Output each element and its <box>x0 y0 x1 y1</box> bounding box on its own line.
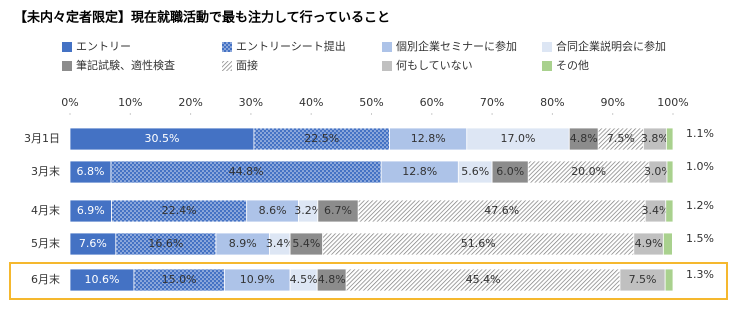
value-label: 5.6% <box>461 165 489 178</box>
legend-label: エントリーシート提出 <box>236 39 346 53</box>
value-label: 4.9% <box>635 237 663 250</box>
legend-swatch <box>62 61 72 71</box>
x-tick-label: 10% <box>118 96 142 109</box>
value-label: 4.8% <box>318 273 346 286</box>
value-label: 7.6% <box>79 237 107 250</box>
legend-label: 何もしていない <box>396 59 473 72</box>
x-tick-label: 50% <box>359 96 383 109</box>
value-label: 5.4% <box>292 237 320 250</box>
x-tick-label: 80% <box>540 96 564 109</box>
value-label: 20.0% <box>571 165 606 178</box>
value-label: 4.8% <box>570 132 598 145</box>
value-label: 1.5% <box>686 232 714 245</box>
value-label: 8.9% <box>229 237 257 250</box>
bar-segment <box>662 232 673 256</box>
y-tick-label: 4月末 <box>31 203 60 217</box>
chart-title: 【未内々定者限定】現在就職活動で最も注力して行っていること <box>14 10 390 26</box>
value-label: 1.1% <box>686 127 714 140</box>
legend-label: 筆記試験、適性検査 <box>76 58 175 72</box>
legend-swatch <box>222 42 232 52</box>
value-label: 3.4% <box>642 204 670 217</box>
value-label: 12.8% <box>402 165 437 178</box>
legend-label: 合同企業説明会に参加 <box>556 39 666 53</box>
value-label: 51.6% <box>461 237 496 250</box>
value-label: 12.8% <box>411 132 446 145</box>
value-label: 10.9% <box>240 273 275 286</box>
x-tick-label: 30% <box>239 96 263 109</box>
legend-label: エントリー <box>76 40 131 53</box>
x-tick-label: 70% <box>480 96 504 109</box>
legend-swatch <box>542 61 552 71</box>
x-tick-label: 40% <box>299 96 323 109</box>
y-tick-label: 5月末 <box>31 236 60 250</box>
value-label: 10.6% <box>84 273 119 286</box>
value-label: 3.2% <box>294 204 322 217</box>
value-label: 22.4% <box>162 204 197 217</box>
legend-label: その他 <box>556 59 589 72</box>
legend-label: 面接 <box>236 59 258 72</box>
bar-segment <box>664 268 674 292</box>
y-tick-label: 3月末 <box>31 164 60 178</box>
bar-segment <box>665 127 674 151</box>
x-tick-label: 0% <box>61 96 78 109</box>
value-label: 44.8% <box>229 165 264 178</box>
value-label: 22.5% <box>304 132 339 145</box>
value-label: 6.8% <box>77 165 105 178</box>
value-label: 6.7% <box>324 204 352 217</box>
highlight-box <box>9 262 728 300</box>
value-label: 3.4% <box>266 237 294 250</box>
value-label: 3.0% <box>644 165 672 178</box>
value-label: 7.5% <box>629 273 657 286</box>
legend-swatch <box>382 42 392 52</box>
x-tick-label: 90% <box>600 96 624 109</box>
value-label: 16.6% <box>148 237 183 250</box>
value-label: 30.5% <box>144 132 179 145</box>
value-label: 7.5% <box>607 132 635 145</box>
y-tick-label: 3月1日 <box>24 132 60 145</box>
x-tick-label: 60% <box>420 96 444 109</box>
value-label: 3.8% <box>641 132 669 145</box>
value-label: 4.5% <box>290 273 318 286</box>
value-label: 15.0% <box>162 273 197 286</box>
value-label: 1.0% <box>686 160 714 173</box>
value-label: 1.2% <box>686 199 714 212</box>
value-label: 6.0% <box>496 165 524 178</box>
value-label: 1.3% <box>686 268 714 281</box>
legend-label: 個別企業セミナーに参加 <box>396 39 517 53</box>
y-tick-label: 6月末 <box>31 272 60 286</box>
value-label: 45.4% <box>466 273 501 286</box>
value-label: 8.6% <box>259 204 287 217</box>
value-label: 17.0% <box>501 132 536 145</box>
bar-segment <box>666 160 674 184</box>
value-label: 6.9% <box>77 204 105 217</box>
x-tick-label: 20% <box>178 96 202 109</box>
bar-segment <box>665 199 674 223</box>
legend-swatch <box>222 61 232 71</box>
value-label: 47.6% <box>484 204 519 217</box>
legend-swatch <box>382 61 392 71</box>
x-tick-label: 100% <box>657 96 688 109</box>
legend-swatch <box>62 42 72 52</box>
legend-swatch <box>542 42 552 52</box>
